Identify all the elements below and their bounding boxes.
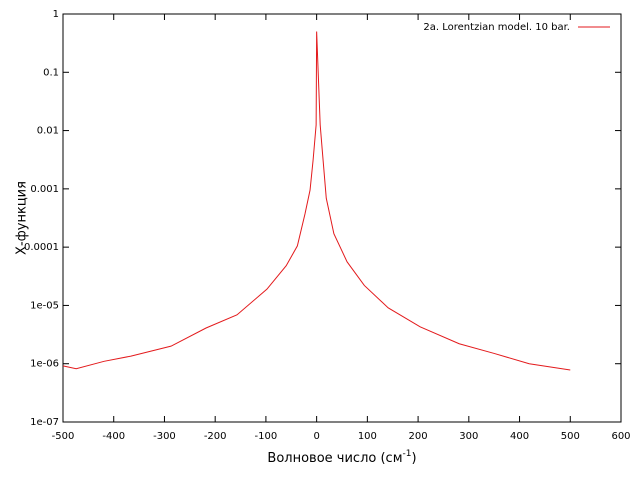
x-tick-label: 600 <box>611 431 630 442</box>
x-axis-label-text: Волновое число (см <box>267 451 402 466</box>
x-tick-label: 300 <box>459 431 478 442</box>
x-axis-label-close: ) <box>411 451 416 466</box>
x-axis-label-sup: -1 <box>403 449 412 459</box>
x-tick-label: -100 <box>255 431 278 442</box>
x-axis-label: Волновое число (см-1) <box>267 449 416 466</box>
x-tick-label: -300 <box>153 431 176 442</box>
x-tick-label: -200 <box>204 431 227 442</box>
y-tick-label: 1e-06 <box>30 359 59 370</box>
y-tick-label: 1e-07 <box>30 417 59 428</box>
y-tick-label: 1e-05 <box>30 300 59 311</box>
legend-label: 2a. Lorentzian model. 10 bar. <box>423 22 570 33</box>
x-tick-label: 200 <box>409 431 428 442</box>
y-tick-label: 0.001 <box>30 184 59 195</box>
y-tick-label: 0.0001 <box>24 242 59 253</box>
y-tick-label: 1 <box>53 9 59 20</box>
y-axis-label: Χ-функция <box>15 181 30 255</box>
data-line <box>62 31 571 371</box>
x-tick-label: -400 <box>102 431 125 442</box>
x-tick-label: -500 <box>52 431 75 442</box>
x-tick-label: 100 <box>358 431 377 442</box>
x-tick-label: 500 <box>561 431 580 442</box>
x-tick-label: 0 <box>313 431 319 442</box>
x-tick-label: 400 <box>510 431 529 442</box>
plot-border <box>62 13 622 423</box>
y-tick-label: 0.01 <box>37 126 59 137</box>
y-tick-label: 0.1 <box>43 67 59 78</box>
